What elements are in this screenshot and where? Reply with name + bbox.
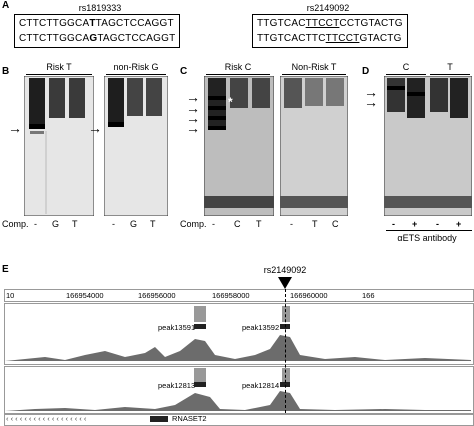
- panel-b-gel1-title: Risk T: [46, 62, 72, 72]
- panel-d-antibody-rule: [386, 230, 472, 231]
- panel-c-gel2-title-rule: [282, 74, 346, 75]
- panel-c-band-arrow-4: →: [186, 120, 200, 136]
- panel-b-gel1-lane-2: G: [52, 219, 60, 229]
- panel-c-gel1-lane-2: C: [234, 219, 241, 229]
- panel-b-band-arrow-1: →: [8, 120, 22, 136]
- panel-b-gel1-title-rule: [26, 74, 92, 75]
- peak-bar-1: [194, 324, 206, 329]
- panel-d-col1-title: C: [402, 62, 410, 72]
- panel-c-gel1-lane-3: T: [256, 219, 262, 229]
- panel-c-gel1-lane-1: -: [212, 219, 215, 229]
- panel-d-band-arrow-1: →: [364, 84, 378, 100]
- ruler-tick-1: 10: [6, 291, 15, 300]
- panel-b-gel1-lane-3: T: [72, 219, 78, 229]
- peak-highlight-3: [194, 368, 206, 382]
- gene-exon-block: [150, 416, 168, 422]
- panel-c-star-mark: *: [228, 95, 233, 109]
- panel-c-band-arrow-3: →: [186, 110, 200, 126]
- panel-c-label: C: [180, 66, 188, 77]
- panel-d-gel-image: [384, 76, 472, 216]
- snp1-name: rs1819333: [78, 3, 122, 13]
- ruler-tick-6: 166: [362, 291, 375, 300]
- snp-dashed-line: [285, 289, 286, 413]
- signal-track-2: [5, 391, 471, 411]
- peak-label-4: peak12814: [242, 381, 280, 390]
- panel-b-gel1-image: [24, 76, 94, 216]
- panel-c-gel2-lane-1: -: [290, 219, 293, 229]
- panel-d-lane-1: -: [392, 219, 395, 229]
- panel-c-band-arrow-2: →: [186, 100, 200, 116]
- snp1-seq-row-2: CTTCTTGGCAGTAGCTCCAGGT: [19, 33, 176, 44]
- panel-b-comp-label: Comp.: [2, 219, 29, 229]
- panel-c-gel2-lane-3: C: [332, 219, 339, 229]
- track-block-2: [4, 366, 474, 414]
- panel-b-label: B: [2, 66, 10, 77]
- panel-c-gel2-title: Non-Risk T: [291, 62, 337, 72]
- panel-c-comp-label: Comp.: [180, 219, 207, 229]
- ruler-tick-5: 166960000: [290, 291, 328, 300]
- panel-e-label: E: [2, 264, 9, 275]
- panel-c-gel2-image: [280, 76, 348, 216]
- peak-label-2: peak13592: [242, 323, 280, 332]
- snp2-name: rs2149092: [306, 3, 350, 13]
- peak-highlight-4: [282, 368, 290, 382]
- panel-d-col2-title: T: [447, 62, 453, 72]
- snp1-sequence-box: CTTCTTGGCATTAGCTCCAGGT CTTCTTGGCAGTAGCTC…: [14, 14, 181, 48]
- panel-b-gel2-title: non-Risk G: [113, 62, 159, 72]
- ruler-tick-3: 166956000: [138, 291, 176, 300]
- snp-position-arrow-icon: [278, 277, 292, 289]
- snp2-seq-row-1: TTGTCACTTCCTCCTGTACTG: [257, 18, 403, 29]
- panel-d-lane-3: -: [436, 219, 439, 229]
- ruler-tick-4: 166958000: [212, 291, 250, 300]
- panel-c-gel1-image: [204, 76, 274, 216]
- panel-e-snp-label: rs2149092: [263, 265, 307, 275]
- snp2-sequence-box: TTGTCACTTCCTCCTGTACTG TTGTCACTTCTTCCTGTA…: [252, 14, 408, 48]
- panel-c-gel2-lane-2: T: [312, 219, 318, 229]
- peak-label-1: peak13591: [158, 323, 196, 332]
- peak-highlight-1: [194, 306, 206, 322]
- panel-c-gel1-title-rule: [206, 74, 270, 75]
- peak-highlight-2: [282, 306, 290, 322]
- signal-track-1: [5, 335, 471, 361]
- panel-b-gel1-lane-1: -: [34, 219, 37, 229]
- panel-c-gel1-title: Risk C: [224, 62, 252, 72]
- gene-label: RNASET2: [172, 414, 207, 423]
- peak-bar-3: [194, 382, 206, 387]
- snp2-seq-row-2: TTGTCACTTCTTCCTGTACTG: [257, 33, 402, 44]
- panel-d-antibody-label: αETS antibody: [397, 233, 457, 243]
- panel-a-label: A: [2, 0, 10, 11]
- snp1-seq-row-1: CTTCTTGGCATTAGCTCCAGGT: [19, 18, 174, 29]
- panel-c-band-arrow-1: →: [186, 89, 200, 105]
- panel-d-label: D: [362, 66, 370, 77]
- panel-d-col2-title-rule: [430, 74, 470, 75]
- panel-b-gel2-title-rule: [106, 74, 166, 75]
- ruler-tick-2: 166954000: [66, 291, 104, 300]
- panel-d-lane-4: +: [456, 219, 462, 229]
- gene-strand-arrows: ‹ ‹ ‹ ‹ ‹ ‹ ‹ ‹ ‹ ‹ ‹ ‹ ‹ ‹ ‹ ‹ ‹ ‹: [6, 414, 87, 423]
- peak-label-3: peak12813: [158, 381, 196, 390]
- panel-b-band-arrow-2: →: [88, 120, 102, 136]
- panel-b-gel2-image: [104, 76, 168, 216]
- panel-d-col1-title-rule: [386, 74, 426, 75]
- panel-b-gel2-lane-1: -: [112, 219, 115, 229]
- panel-b-gel2-lane-3: T: [150, 219, 156, 229]
- track-block-1: [4, 303, 474, 365]
- panel-d-band-arrow-2: →: [364, 94, 378, 110]
- panel-d-lane-2: +: [412, 219, 418, 229]
- panel-b-gel2-lane-2: G: [130, 219, 138, 229]
